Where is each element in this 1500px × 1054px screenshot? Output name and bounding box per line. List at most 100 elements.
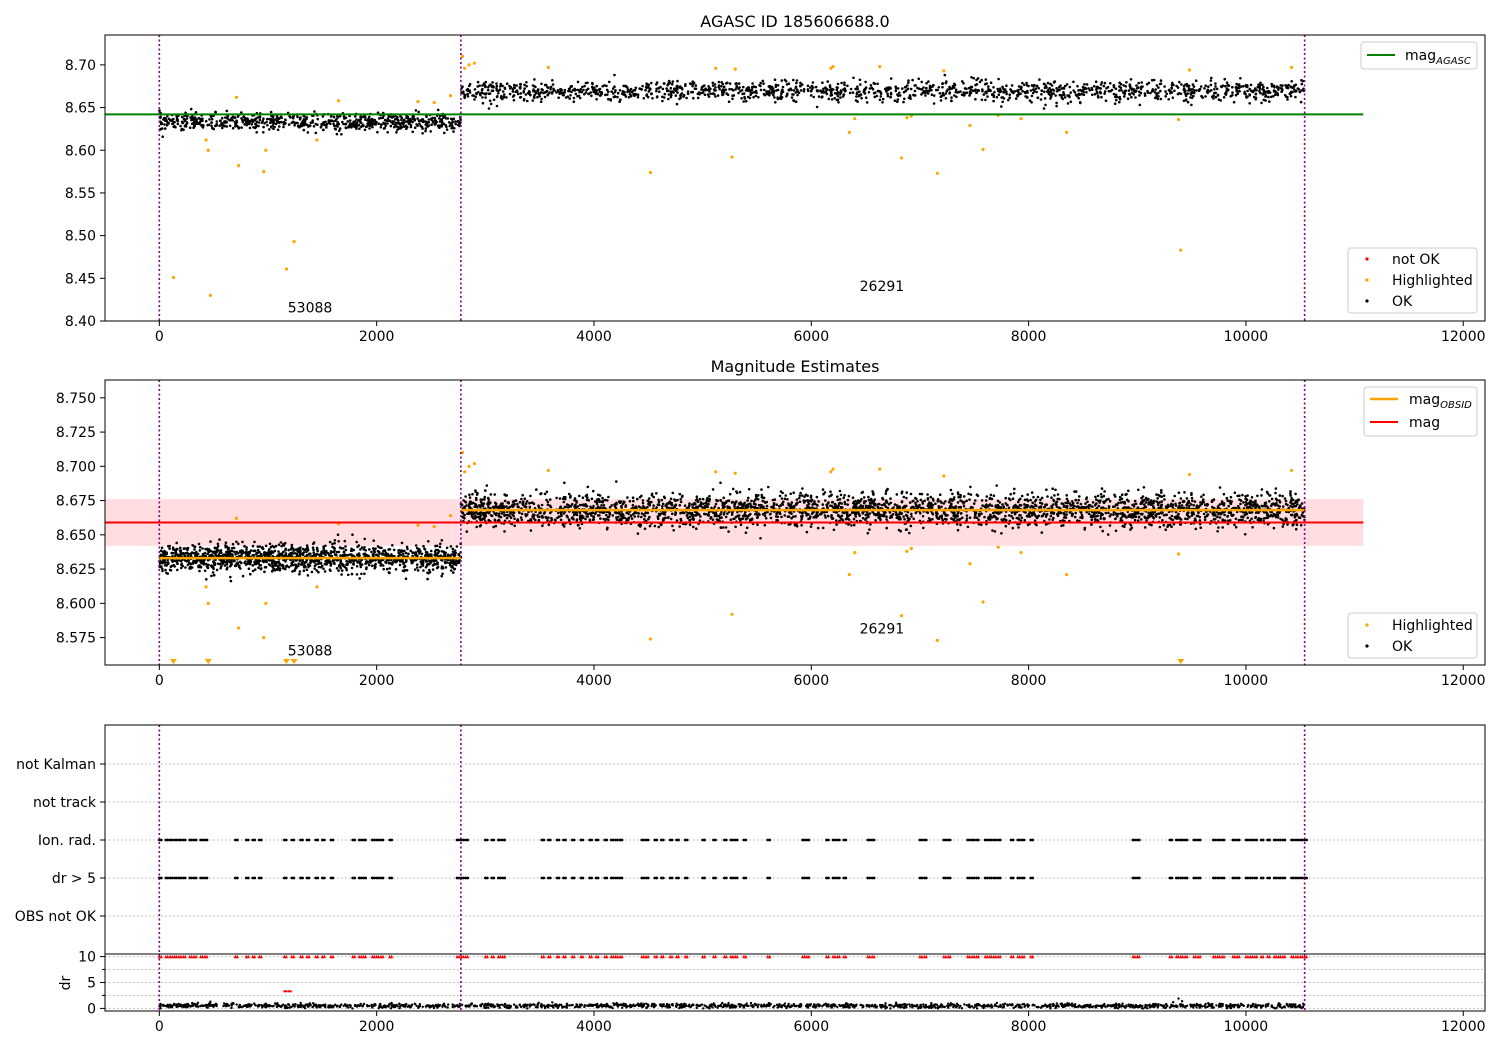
- ok-point: [1043, 91, 1046, 94]
- ok-point: [254, 123, 257, 126]
- ok-point: [307, 549, 310, 552]
- ok-point: [251, 123, 254, 126]
- ok-point: [774, 78, 777, 81]
- ok-point: [253, 541, 256, 544]
- y-tick-label: 8.65: [65, 101, 96, 117]
- ok-point: [747, 96, 750, 99]
- x-tick-label: 4000: [576, 329, 612, 345]
- ok-point: [291, 552, 294, 555]
- ok-point: [1139, 104, 1142, 107]
- ok-point: [270, 552, 273, 555]
- ok-point: [1157, 513, 1160, 516]
- ok-point: [344, 540, 347, 543]
- ok-point: [1273, 89, 1276, 92]
- ok-point: [955, 89, 958, 92]
- ok-point: [788, 82, 791, 85]
- ok-point: [1021, 517, 1024, 520]
- ok-point: [1255, 89, 1258, 92]
- ok-point: [749, 513, 752, 516]
- ok-point: [292, 561, 295, 564]
- ok-point: [1075, 506, 1078, 509]
- ok-point: [243, 123, 246, 126]
- ok-point: [161, 562, 164, 565]
- ok-point: [286, 564, 289, 567]
- x-tick-label: 8000: [1011, 329, 1047, 345]
- ok-point: [675, 94, 678, 97]
- ok-point: [1002, 91, 1005, 94]
- ok-point: [315, 132, 318, 135]
- ok-point: [219, 120, 222, 123]
- ok-point: [544, 96, 547, 99]
- ok-point: [529, 94, 532, 97]
- ok-point: [1273, 527, 1276, 530]
- ok-point: [347, 120, 350, 123]
- ok-point: [320, 562, 323, 565]
- ok-point: [1199, 526, 1202, 529]
- ok-point: [1185, 94, 1188, 97]
- ok-point: [1130, 96, 1133, 99]
- ok-point: [358, 554, 361, 557]
- ok-point: [1008, 507, 1011, 510]
- ok-point: [452, 554, 455, 557]
- ok-point: [841, 515, 844, 518]
- ok-point: [190, 108, 193, 111]
- ok-point: [924, 94, 927, 97]
- ok-point: [439, 546, 442, 549]
- ok-point: [216, 120, 219, 123]
- ok-point: [920, 81, 923, 84]
- ok-point: [1258, 90, 1261, 93]
- ok-point: [332, 120, 335, 123]
- ok-point: [931, 93, 934, 96]
- ok-point: [180, 551, 183, 554]
- legend-ok: OK: [1392, 294, 1413, 310]
- ok-point: [313, 125, 316, 128]
- ok-point: [477, 81, 480, 84]
- ok-point: [546, 90, 549, 93]
- ok-point: [1004, 497, 1007, 500]
- ok-point: [440, 575, 443, 578]
- ok-point: [172, 126, 175, 129]
- ok-point: [168, 545, 171, 548]
- ok-point: [699, 498, 702, 501]
- ok-point: [270, 111, 273, 114]
- ok-point: [540, 83, 543, 86]
- ok-point: [903, 91, 906, 94]
- ok-point: [763, 89, 766, 92]
- ok-point: [557, 89, 560, 92]
- ok-point: [1212, 94, 1215, 97]
- ok-point: [1059, 94, 1062, 97]
- ok-point: [337, 533, 340, 536]
- ok-point: [1195, 79, 1198, 82]
- ok-point: [853, 518, 856, 521]
- ok-point: [1128, 93, 1131, 96]
- ok-point: [450, 560, 453, 563]
- ok-point: [714, 89, 717, 92]
- ok-point: [465, 504, 468, 507]
- ok-point: [793, 89, 796, 92]
- ok-point: [476, 85, 479, 88]
- ok-point: [240, 117, 243, 120]
- ok-point: [579, 512, 582, 515]
- ok-point: [438, 117, 441, 120]
- ok-point: [795, 100, 798, 103]
- ok-point: [373, 551, 376, 554]
- ok-point: [206, 548, 209, 551]
- ok-point: [495, 525, 498, 528]
- ok-point: [786, 92, 789, 95]
- ok-point: [546, 519, 549, 522]
- ok-point: [327, 560, 330, 563]
- ok-point: [742, 100, 745, 103]
- ok-point: [464, 495, 467, 498]
- ok-point: [1061, 94, 1064, 97]
- ok-point: [1109, 500, 1112, 503]
- ok-point: [207, 567, 210, 570]
- ok-point: [868, 528, 871, 531]
- ok-point: [817, 500, 820, 503]
- highlighted-point: [433, 101, 436, 104]
- ok-point: [1164, 95, 1167, 98]
- ok-point: [365, 566, 368, 569]
- ok-point: [746, 87, 749, 90]
- ok-point: [1105, 99, 1108, 102]
- ok-point: [1051, 487, 1054, 490]
- ok-point: [777, 98, 780, 101]
